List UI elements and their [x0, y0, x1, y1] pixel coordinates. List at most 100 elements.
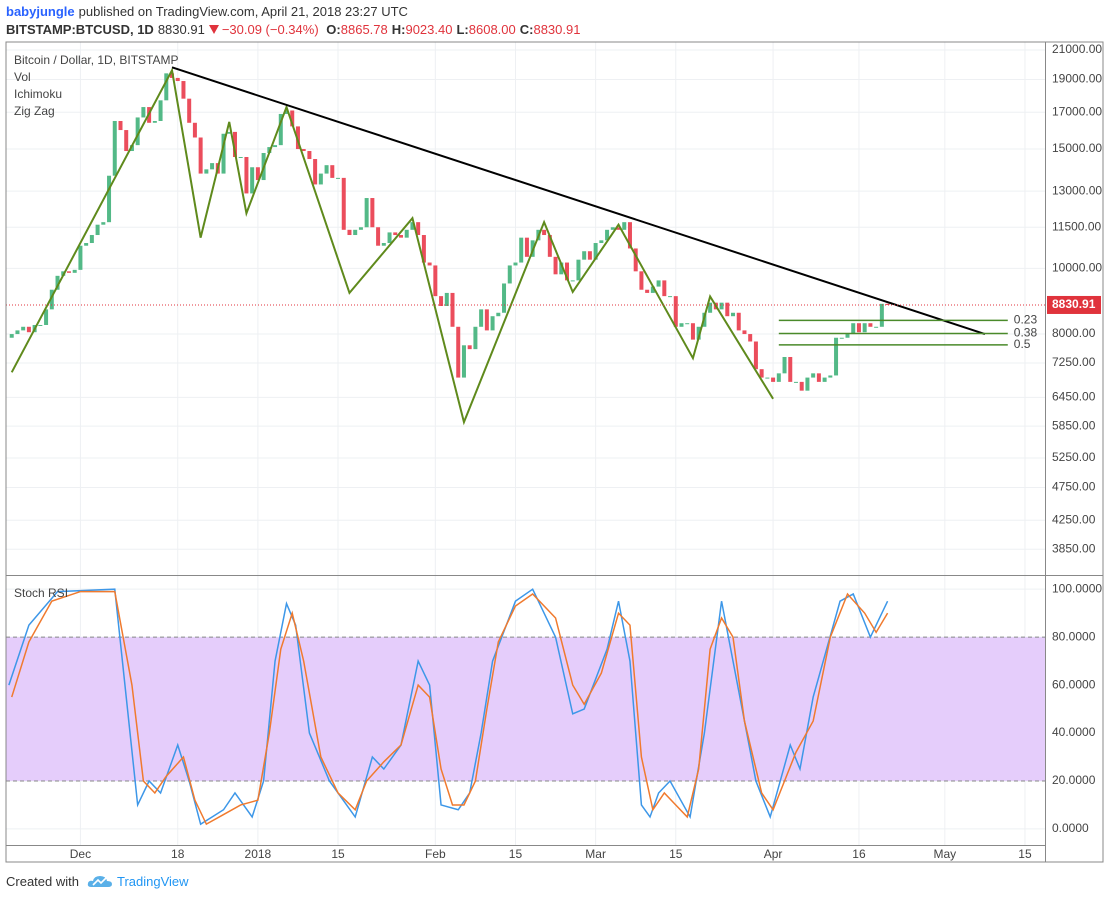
- candle-body: [49, 289, 54, 310]
- logo[interactable]: [87, 873, 113, 889]
- y-tick-label: 10000.00: [1052, 261, 1102, 275]
- candle-body: [816, 373, 821, 382]
- candle-body: [811, 373, 816, 378]
- candle-body: [44, 309, 49, 325]
- x-tick-label: 15: [1018, 847, 1032, 861]
- candle-body: [793, 381, 798, 383]
- candle-body: [450, 292, 455, 327]
- candle-body: [868, 323, 873, 327]
- candle-body: [542, 229, 547, 236]
- rsi-pane: [6, 588, 1045, 826]
- y-tick-label: 13000.00: [1052, 183, 1102, 197]
- candle-body: [9, 334, 14, 338]
- candle-body: [227, 131, 232, 134]
- candle-body: [15, 330, 20, 335]
- candle-body: [187, 98, 192, 123]
- last-price-label: 8830.91: [1052, 297, 1096, 311]
- brand[interactable]: TradingView: [116, 873, 189, 889]
- candle-body: [376, 227, 381, 246]
- candle-body: [582, 251, 587, 260]
- chart: 0.230.380.5 Bitcoin / Dollar, 1D, BITSTA…: [5, 41, 1104, 863]
- rsi-band: [6, 637, 1045, 781]
- ohlc-label: H:: [391, 22, 406, 37]
- candle-body: [198, 137, 203, 174]
- candle-body: [164, 73, 169, 101]
- candle-body: [845, 334, 850, 338]
- x-tick-label: 15: [331, 847, 345, 861]
- created-with: Created with: [6, 873, 79, 889]
- indicator-label: Zig Zag: [14, 104, 55, 118]
- candle-body: [118, 120, 123, 131]
- candle-body: [135, 117, 140, 146]
- symbol: BITSTAMP:BTCUSD, 1D: [6, 22, 154, 37]
- y-tick-label: 80.0000: [1052, 629, 1096, 643]
- candle-body: [834, 337, 839, 376]
- candle-body: [353, 229, 358, 236]
- x-tick-label: Dec: [70, 847, 91, 861]
- candle-body: [416, 222, 421, 236]
- candle-body: [307, 151, 312, 160]
- candle-body: [295, 126, 300, 150]
- candle-body: [616, 227, 621, 230]
- candle-body: [255, 167, 260, 181]
- y-tick-label: 11500.00: [1052, 219, 1101, 233]
- y-tick-label: 5250.00: [1052, 450, 1096, 464]
- candle-body: [776, 373, 781, 382]
- candle-body: [490, 316, 495, 331]
- candle-body: [393, 232, 398, 236]
- candle-body: [158, 100, 163, 121]
- candle-body: [370, 198, 375, 228]
- candle-body: [668, 296, 673, 298]
- candle-body: [822, 377, 827, 382]
- candle-body: [66, 271, 71, 273]
- author[interactable]: babyjungle: [6, 4, 75, 19]
- candle-body: [576, 259, 581, 281]
- x-tick-label: Apr: [764, 847, 783, 861]
- candle-body: [862, 323, 867, 333]
- candle-body: [284, 110, 289, 114]
- candle-body: [72, 269, 77, 273]
- candle-body: [507, 265, 512, 284]
- y-tick-label: 0.0000: [1052, 821, 1089, 835]
- candle-body: [238, 156, 243, 158]
- candle-body: [101, 222, 106, 225]
- candle-body: [771, 377, 776, 382]
- candle-body: [152, 120, 157, 123]
- axes: [5, 41, 1104, 863]
- candle-body: [565, 262, 570, 281]
- ohlc-label: L:: [456, 22, 469, 37]
- candle-body: [175, 77, 180, 82]
- candle-body: [364, 198, 369, 228]
- candle-body: [519, 237, 524, 263]
- candle-body: [610, 227, 615, 230]
- candle-body: [805, 377, 810, 391]
- y-tick-label: 19000.00: [1052, 72, 1102, 86]
- candle-body: [673, 296, 678, 327]
- candle-body: [685, 323, 690, 325]
- candle-body: [828, 375, 833, 378]
- candle-body: [502, 283, 507, 313]
- x-tick-label: May: [933, 847, 956, 861]
- candle-body: [788, 356, 793, 382]
- candle-body: [874, 326, 879, 328]
- trendline: [171, 66, 986, 336]
- candle-body: [690, 323, 695, 340]
- candle-body: [124, 130, 129, 152]
- candle-body: [496, 312, 501, 317]
- candle-body: [439, 296, 444, 306]
- x-tick-label: 16: [852, 847, 866, 861]
- candle-body: [336, 177, 341, 179]
- y-tick-label: 17000.00: [1052, 104, 1102, 118]
- candle-body: [324, 165, 329, 174]
- candle-body: [742, 330, 747, 335]
- ohlc-label: O:: [326, 22, 341, 37]
- fib-label: 0.38: [1014, 326, 1038, 340]
- candle-body: [679, 323, 684, 327]
- candle-body: [799, 381, 804, 391]
- candle-body: [301, 149, 306, 152]
- rsi-line: [11, 590, 889, 826]
- zigzag: [10, 67, 774, 426]
- y-tick-label: 15000.00: [1052, 141, 1102, 155]
- y-tick-label: 5850.00: [1052, 418, 1096, 432]
- candle-body: [627, 222, 632, 249]
